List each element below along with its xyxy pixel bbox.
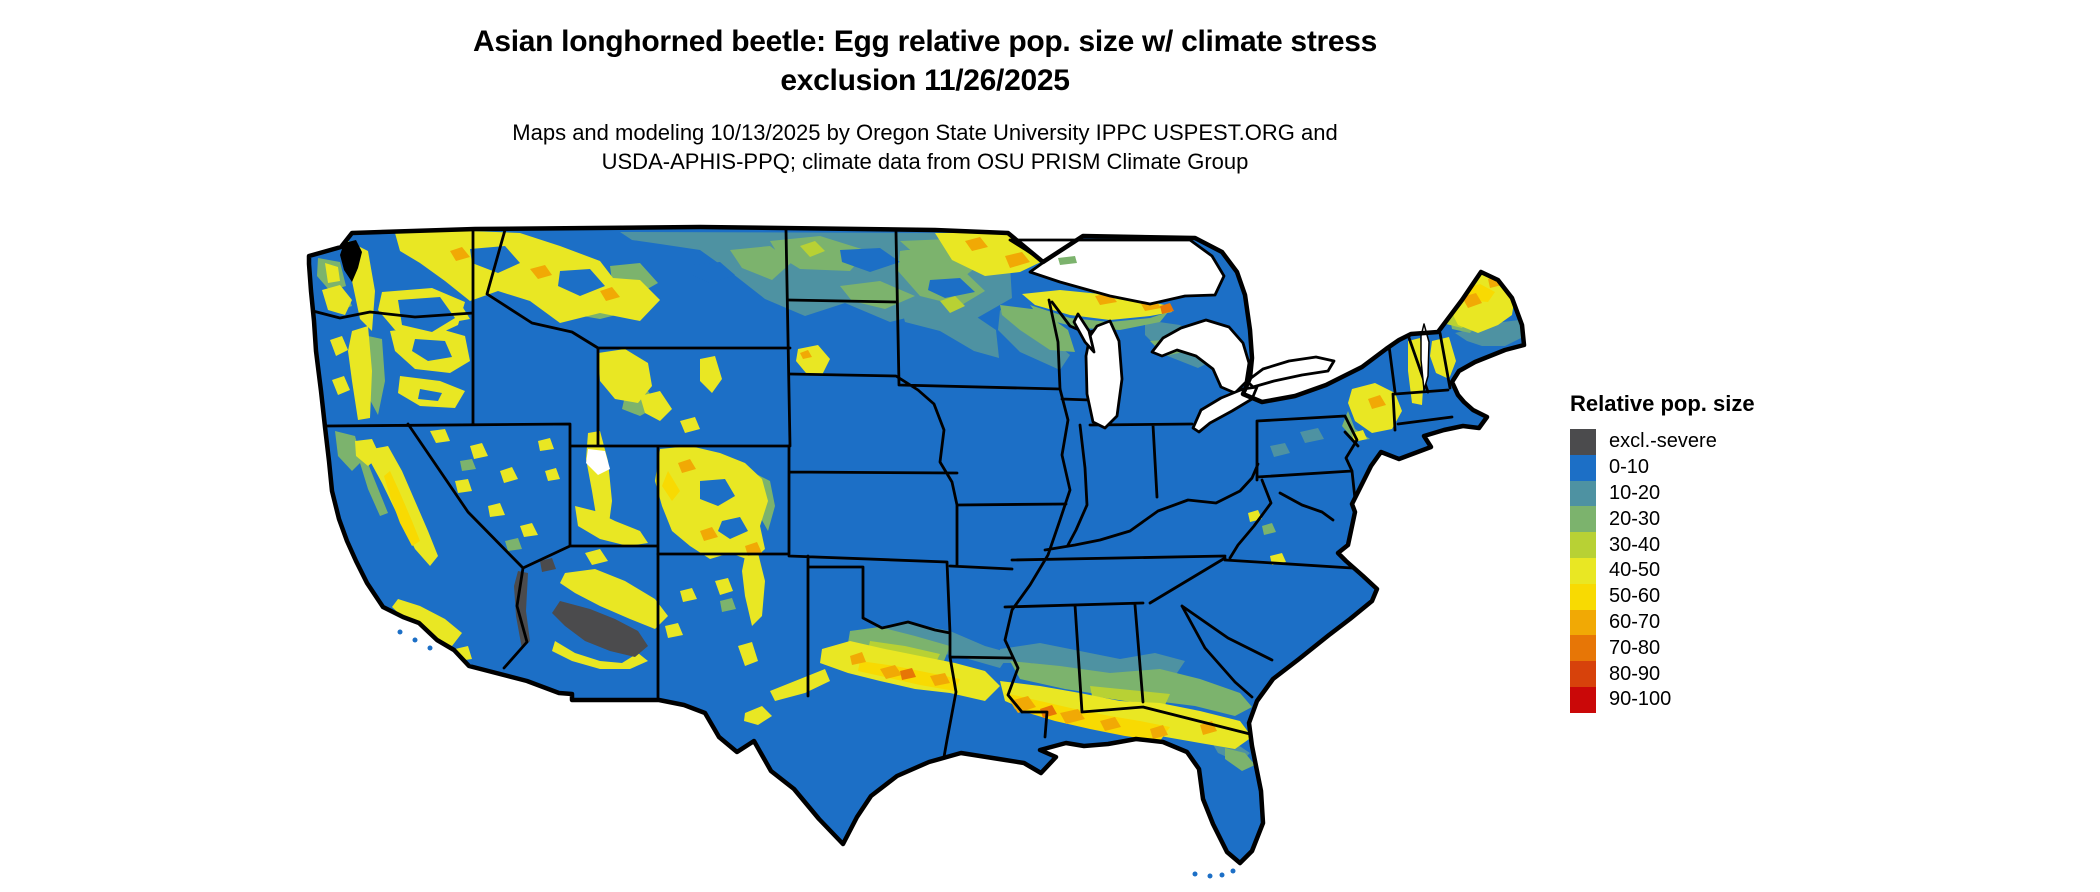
legend-item: excl.-severe — [1570, 429, 1755, 455]
conus-outline — [306, 224, 1527, 866]
state-borders — [309, 228, 1454, 759]
legend-item: 30-40 — [1570, 532, 1755, 558]
legend-label: 10-20 — [1609, 481, 1661, 504]
legend-swatch — [1570, 635, 1596, 662]
legend-label: 40-50 — [1609, 559, 1661, 582]
legend-swatch — [1570, 480, 1596, 507]
legend-label: 0-10 — [1609, 456, 1650, 479]
legend-swatch — [1570, 583, 1596, 610]
legend-title: Relative pop. size — [1570, 391, 1755, 416]
legend-item: 40-50 — [1570, 557, 1755, 584]
legend-swatch — [1570, 661, 1596, 687]
legend-label: 30-40 — [1609, 533, 1661, 556]
legend-swatch — [1570, 506, 1596, 533]
legend-label: 60-70 — [1609, 610, 1661, 633]
legend-item: 70-80 — [1570, 635, 1755, 662]
map-subtitle-line2: USDA-APHIS-PPQ; climate data from OSU PR… — [601, 149, 1249, 174]
legend-swatch — [1570, 429, 1596, 455]
legend-label: excl.-severe — [1609, 430, 1717, 453]
map-land — [309, 227, 1524, 863]
legend-label: 70-80 — [1609, 636, 1661, 659]
legend-item: 60-70 — [1570, 609, 1755, 636]
legend-label: 20-30 — [1609, 507, 1661, 530]
map-title-line1: Asian longhorned beetle: Egg relative po… — [472, 25, 1378, 58]
legend-item: 0-10 — [1570, 454, 1755, 481]
map-subtitle-line1: Maps and modeling 10/13/2025 by Oregon S… — [512, 120, 1338, 145]
legend-item: 80-90 — [1570, 661, 1755, 687]
legend-item: 20-30 — [1570, 506, 1755, 533]
legend-swatch — [1570, 557, 1596, 584]
legend-rows: excl.-severe 0-10 10-20 20-30 30-40 40-50 50-6… — [1570, 429, 1755, 713]
legend-item: 10-20 — [1570, 480, 1755, 507]
legend: Relative pop. size excl.-severe 0-10 10-20… — [1570, 391, 1755, 713]
legend-swatch — [1570, 532, 1596, 558]
islands — [397, 256, 1236, 879]
legend-label: 90-100 — [1609, 688, 1672, 711]
legend-swatch — [1570, 454, 1596, 481]
map-subtitle: Maps and modeling 10/13/2025 by Oregon S… — [0, 118, 1850, 176]
map-title: Asian longhorned beetle: Egg relative po… — [0, 22, 1850, 100]
legend-label: 50-60 — [1609, 585, 1661, 608]
legend-item: 50-60 — [1570, 583, 1755, 610]
legend-swatch — [1570, 609, 1596, 636]
map-title-line2: exclusion 11/26/2025 — [780, 64, 1070, 97]
legend-label: 80-90 — [1609, 662, 1661, 685]
great-lakes — [1008, 238, 1430, 434]
puget-sound — [340, 240, 362, 282]
legend-item: 90-100 — [1570, 686, 1755, 713]
legend-swatch — [1570, 686, 1596, 713]
